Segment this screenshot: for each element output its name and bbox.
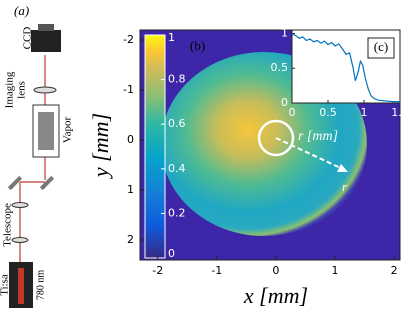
x-tick-label: 1 — [332, 264, 339, 277]
colorbar-tick-label: 0.2 — [168, 206, 186, 219]
colorbar — [144, 34, 166, 259]
colorbar-tick-label: 0.8 — [168, 73, 186, 86]
colorbar-tick-label: 1 — [168, 31, 175, 44]
axes-frame — [139, 29, 401, 261]
inset-x-tick-label: 0 — [289, 106, 296, 119]
x-tick-label: -2 — [152, 264, 163, 277]
panel-label: (b) — [190, 38, 205, 53]
y-tick-label: 2 — [127, 233, 134, 246]
inset-y-tick-label: 1 — [281, 26, 288, 39]
lens-label: lens — [16, 81, 28, 99]
arrow — [275, 137, 346, 171]
colorbar-tick-label: 0.4 — [168, 162, 186, 175]
x-tick-label: 2 — [391, 264, 398, 277]
wavelength-label: 780 nm — [35, 270, 46, 301]
telescope-label: Telescope — [2, 203, 14, 247]
y-tick-label: -1 — [123, 83, 134, 96]
ccd-label: CCD — [22, 27, 34, 50]
inset-x-label: r [mm] — [298, 129, 338, 144]
colorbar-tick-label: 0.6 — [168, 117, 186, 130]
x-axis-label: x [mm] — [243, 283, 308, 308]
ring — [257, 119, 295, 157]
arrow-label: r — [342, 179, 348, 194]
inset-y-tick-label: 0 — [281, 96, 288, 109]
inset-label-box — [367, 37, 395, 59]
colorbar-tick-label: 0 — [168, 247, 175, 260]
laser-label: Ti:sa — [0, 274, 11, 296]
vapor-label: Vapor — [62, 117, 74, 144]
panel-label: (a) — [14, 3, 29, 18]
y-tick-label: 0 — [127, 133, 134, 146]
inset-x-tick-label: 1.5 — [391, 106, 409, 119]
schematic — [7, 24, 61, 308]
x-tick-label: 0 — [272, 264, 279, 277]
y-tick-label: -2 — [123, 33, 134, 46]
panel-label: (c) — [374, 39, 388, 54]
x-tick-label: -1 — [211, 264, 222, 277]
y-tick-label: 1 — [127, 183, 134, 196]
inset-y-tick-label: 0.5 — [271, 61, 289, 74]
inset-x-tick-label: 0.5 — [319, 106, 337, 119]
y-axis-label: y [mm] — [88, 113, 113, 179]
lens-label: Imaging — [4, 71, 16, 108]
arrow-head — [337, 164, 348, 172]
profile-line — [291, 32, 400, 103]
inset-x-tick-label: 1 — [361, 106, 368, 119]
